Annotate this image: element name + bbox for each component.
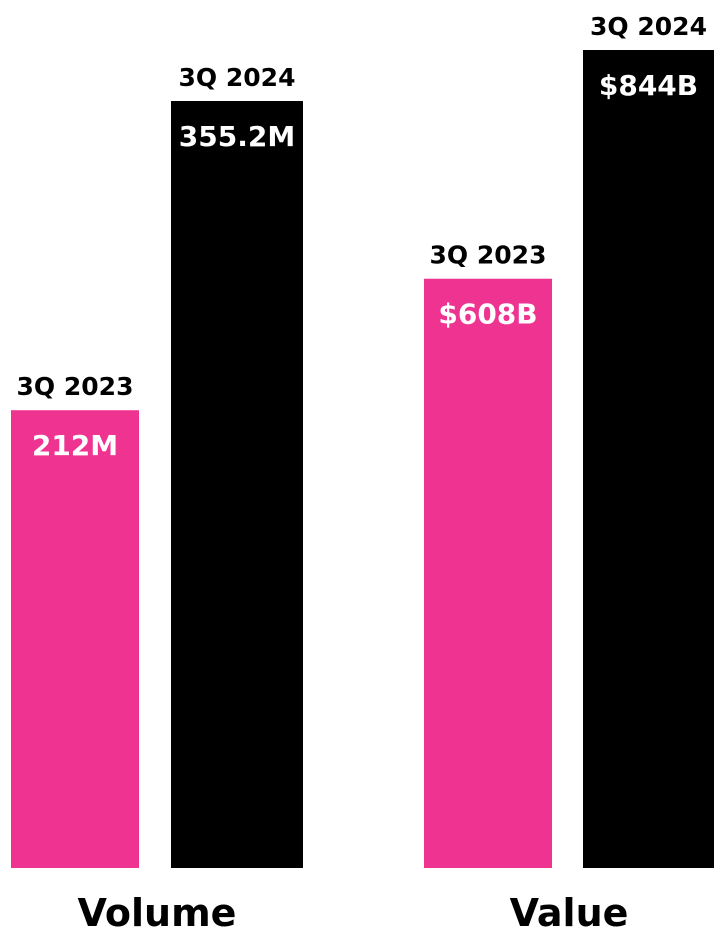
value-label-volume-3q-2023: 212M (32, 429, 118, 462)
group-label-value: Value (510, 891, 629, 933)
category-label-volume-3q-2024: 3Q 2024 (179, 63, 296, 92)
category-label-value-3q-2024: 3Q 2024 (590, 12, 707, 41)
value-label-value-3q-2023: $608B (438, 298, 537, 331)
bar-volume-3q-2023 (11, 410, 139, 868)
group-label-volume: Volume (78, 891, 237, 933)
bar-value-3q-2024 (583, 50, 714, 868)
value-label-volume-3q-2024: 355.2M (179, 120, 295, 153)
bar-value-3q-2023 (424, 278, 552, 868)
value-label-value-3q-2024: $844B (599, 69, 698, 102)
bar-volume-3q-2024 (171, 101, 303, 868)
category-label-volume-3q-2023: 3Q 2023 (17, 372, 134, 401)
category-label-value-3q-2023: 3Q 2023 (430, 241, 547, 270)
